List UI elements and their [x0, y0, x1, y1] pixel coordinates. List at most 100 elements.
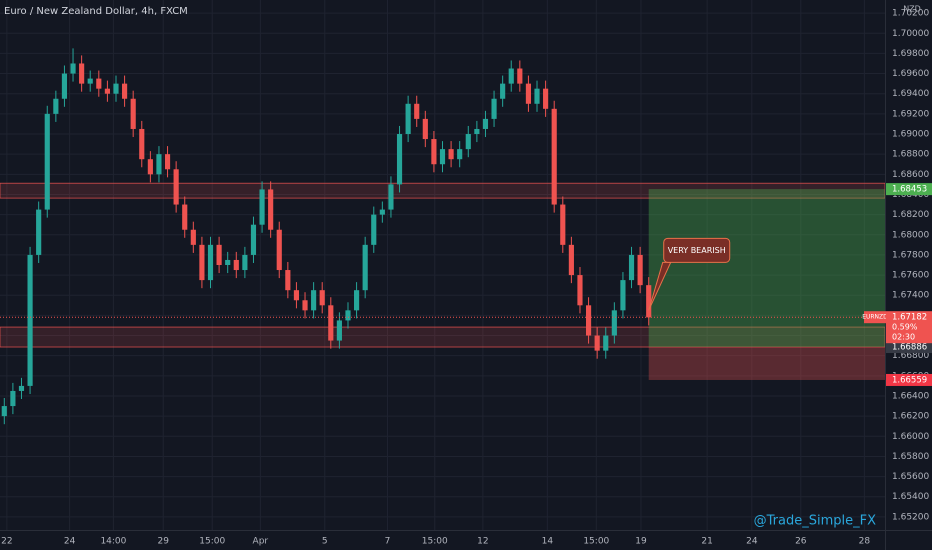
candle-body — [414, 103, 420, 119]
candle-body — [44, 113, 50, 210]
candle-body — [233, 259, 239, 271]
y-tick-label: 1.69200 — [892, 109, 929, 119]
plot: VERY BEARISH — [0, 48, 886, 425]
y-tick-label: 1.68200 — [892, 210, 929, 220]
last-price-label: 1.67182 — [892, 313, 927, 323]
candle-body — [139, 128, 145, 160]
x-tick-label: 21 — [701, 537, 712, 547]
candle-body — [225, 259, 231, 265]
candle-body — [577, 275, 583, 306]
y-tick-label: 1.65400 — [892, 492, 929, 502]
x-tick-label: 22 — [1, 537, 12, 547]
y-tick-label: 1.70200 — [892, 9, 929, 19]
chart-title: Euro / New Zealand Dollar, 4h, FXCM — [4, 6, 188, 17]
candle-body — [345, 310, 351, 321]
y-tick-label: 1.68600 — [892, 170, 929, 180]
candle-body — [242, 254, 248, 271]
candle-body — [53, 98, 59, 114]
candle-body — [603, 335, 609, 351]
candle-body — [628, 254, 635, 281]
x-tick-label: 15:00 — [422, 537, 448, 547]
y-tick-label: 1.66200 — [892, 412, 929, 422]
candle-body — [302, 300, 308, 311]
last-price-bg — [886, 311, 932, 344]
x-tick-label: 28 — [859, 537, 871, 547]
candle-body — [543, 88, 549, 109]
candle-body — [250, 224, 257, 255]
candle-body — [448, 149, 454, 160]
candle-body — [10, 390, 16, 407]
candle-body — [319, 290, 325, 306]
candle-body — [560, 204, 566, 245]
candle-body — [164, 154, 171, 170]
candle-body — [637, 254, 643, 286]
y-tick-label: 1.70000 — [892, 29, 929, 39]
grid — [0, 0, 885, 530]
candle-body — [491, 98, 497, 119]
candle-body — [422, 118, 428, 140]
candle-body — [379, 209, 385, 215]
candle-body — [36, 209, 42, 255]
x-tick-label: 15:00 — [583, 537, 609, 547]
candle-body — [207, 244, 214, 281]
candle-body — [371, 214, 377, 245]
candle-body — [354, 290, 360, 311]
candle-body — [18, 385, 25, 391]
candle-body — [285, 270, 291, 291]
x-tick-label: 14:00 — [100, 537, 126, 547]
candle-body — [336, 320, 342, 341]
candle-body — [500, 83, 506, 99]
y-tick-label: 1.65800 — [892, 452, 929, 462]
candle-body — [508, 68, 514, 84]
y-tick-label: 1.66800 — [892, 351, 929, 361]
x-tick-label: 14 — [542, 537, 554, 547]
y-tick-label: 1.69400 — [892, 89, 929, 99]
entry-label: 1.66886 — [892, 343, 927, 353]
target-label: 1.68453 — [892, 185, 927, 195]
candle-body — [104, 88, 110, 94]
watermark: @Trade_Simple_FX — [754, 514, 876, 529]
candle-body — [27, 254, 33, 386]
y-tick-label: 1.69800 — [892, 49, 929, 59]
x-tick-label: 7 — [385, 537, 391, 547]
y-tick-label: 1.69600 — [892, 69, 929, 79]
profit-zone — [648, 189, 885, 348]
candle-body — [259, 189, 265, 225]
candle-body — [147, 159, 153, 175]
y-tick-label: 1.66000 — [892, 432, 929, 442]
change-label: 0.59% — [892, 323, 918, 332]
candle-body — [362, 244, 368, 291]
candle-body — [620, 280, 626, 311]
candle-body — [525, 83, 531, 104]
symbol-tag: EURNZD — [862, 314, 888, 321]
candle-body — [190, 229, 196, 245]
axes: 1.65200 1.65400 1.65600 1.65800 1.66000 1.662… — [1, 9, 932, 547]
candle-body — [122, 83, 128, 99]
candle-body — [517, 68, 523, 84]
y-tick-label: 1.67600 — [892, 271, 929, 281]
y-tick-label: 1.69000 — [892, 130, 929, 140]
y-tick-label: 1.68800 — [892, 150, 929, 160]
annotation-text: VERY BEARISH — [668, 246, 726, 255]
entry-label-bg — [886, 341, 932, 354]
stop-label-bg — [886, 373, 932, 386]
candle-body — [130, 98, 136, 129]
target-label-bg — [886, 183, 932, 196]
candle-body — [611, 310, 617, 336]
annotation-box — [663, 237, 731, 263]
candle-body — [199, 244, 205, 281]
x-tick-label: Apr — [253, 537, 269, 547]
candle-body — [431, 139, 437, 165]
candle-body — [328, 305, 334, 341]
candle-body — [216, 244, 222, 265]
x-tick-label: 15:00 — [199, 537, 225, 547]
candle-body — [646, 285, 652, 318]
candle-body — [474, 128, 480, 135]
candle-body — [113, 83, 119, 94]
candle-body — [482, 118, 489, 129]
candle-body — [396, 134, 403, 185]
y-tick-label: 1.67400 — [892, 291, 929, 301]
x-tick-label: 29 — [158, 537, 170, 547]
candle-body — [276, 229, 282, 271]
